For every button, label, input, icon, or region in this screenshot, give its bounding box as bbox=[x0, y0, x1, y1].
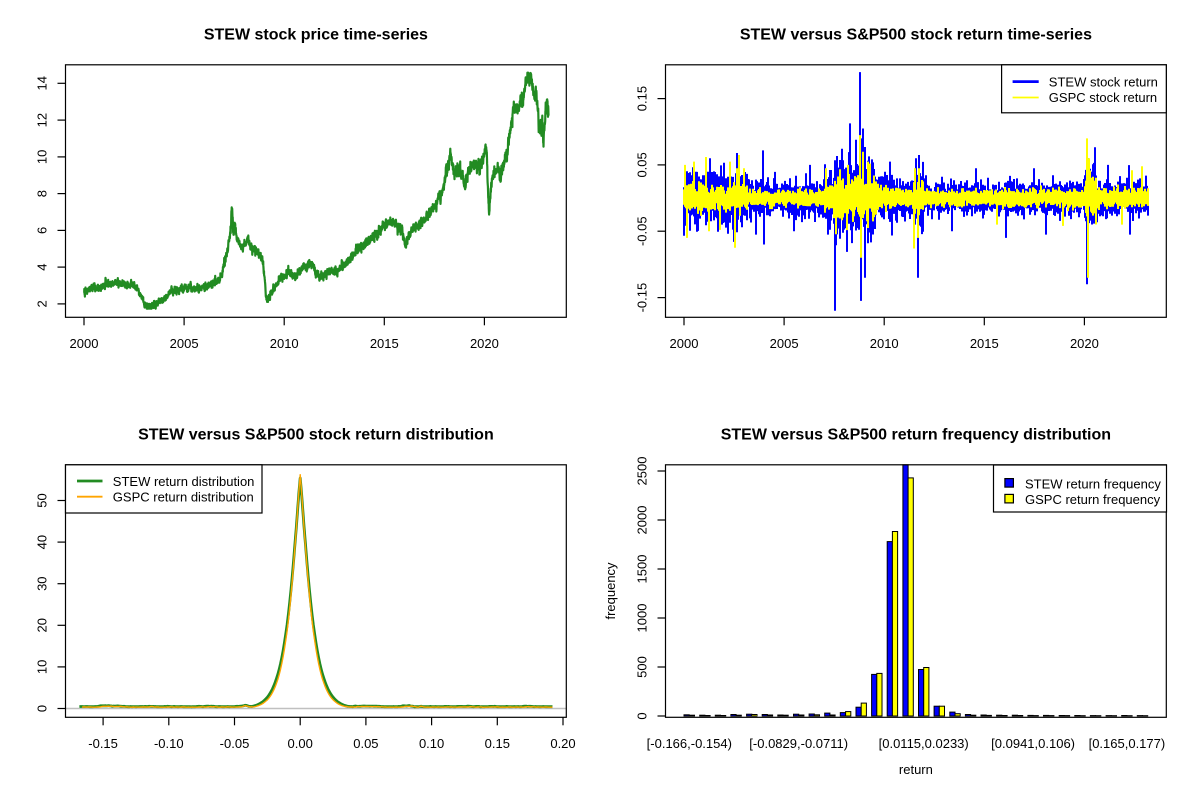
svg-text:0: 0 bbox=[35, 705, 50, 712]
svg-text:-0.05: -0.05 bbox=[635, 216, 650, 246]
svg-text:frequency: frequency bbox=[603, 562, 618, 620]
svg-text:2015: 2015 bbox=[370, 336, 399, 351]
svg-text:[0.165,0.177): [0.165,0.177) bbox=[1089, 736, 1166, 751]
svg-text:50: 50 bbox=[35, 493, 50, 507]
svg-text:2000: 2000 bbox=[670, 336, 699, 351]
svg-text:0: 0 bbox=[635, 712, 650, 719]
svg-text:STEW stock return: STEW stock return bbox=[1049, 74, 1158, 89]
svg-text:GSPC return distribution: GSPC return distribution bbox=[113, 490, 254, 505]
svg-text:STEW return frequency: STEW return frequency bbox=[1025, 476, 1161, 491]
svg-text:0.15: 0.15 bbox=[635, 86, 650, 111]
svg-text:-0.05: -0.05 bbox=[220, 736, 250, 751]
svg-text:0.10: 0.10 bbox=[419, 736, 444, 751]
svg-text:STEW versus S&P500 stock retur: STEW versus S&P500 stock return time-ser… bbox=[740, 26, 1092, 43]
svg-text:GSPC return frequency: GSPC return frequency bbox=[1025, 492, 1161, 507]
svg-text:2005: 2005 bbox=[770, 336, 799, 351]
svg-text:0.05: 0.05 bbox=[353, 736, 378, 751]
svg-text:10: 10 bbox=[35, 150, 50, 164]
svg-text:STEW return distribution: STEW return distribution bbox=[113, 474, 255, 489]
svg-text:2020: 2020 bbox=[1070, 336, 1099, 351]
svg-text:[0.0115,0.0233): [0.0115,0.0233) bbox=[879, 736, 969, 751]
svg-text:STEW versus S&P500 stock retur: STEW versus S&P500 stock return distribu… bbox=[138, 426, 494, 443]
svg-text:-0.15: -0.15 bbox=[635, 283, 650, 313]
svg-text:500: 500 bbox=[635, 656, 650, 678]
svg-text:0.20: 0.20 bbox=[550, 736, 575, 751]
svg-text:2005: 2005 bbox=[170, 336, 199, 351]
svg-text:0.00: 0.00 bbox=[288, 736, 313, 751]
svg-text:1500: 1500 bbox=[635, 555, 650, 584]
svg-text:20: 20 bbox=[35, 618, 50, 632]
svg-text:return: return bbox=[899, 762, 933, 777]
svg-text:2500: 2500 bbox=[635, 457, 650, 486]
svg-text:6: 6 bbox=[35, 227, 50, 234]
svg-text:[-0.166,-0.154): [-0.166,-0.154) bbox=[647, 736, 732, 751]
svg-text:14: 14 bbox=[35, 76, 50, 90]
svg-text:STEW versus S&P500 return freq: STEW versus S&P500 return frequency dist… bbox=[721, 426, 1111, 443]
svg-text:[0.0941,0.106): [0.0941,0.106) bbox=[991, 736, 1075, 751]
svg-text:2: 2 bbox=[35, 300, 50, 307]
svg-text:STEW stock price time-series: STEW stock price time-series bbox=[204, 26, 428, 43]
svg-text:4: 4 bbox=[35, 263, 50, 270]
svg-text:2010: 2010 bbox=[870, 336, 899, 351]
svg-text:2020: 2020 bbox=[470, 336, 499, 351]
svg-text:GSPC stock return: GSPC stock return bbox=[1049, 90, 1157, 105]
svg-text:[-0.0829,-0.0711): [-0.0829,-0.0711) bbox=[749, 736, 848, 751]
svg-text:0.05: 0.05 bbox=[635, 152, 650, 177]
svg-text:-0.10: -0.10 bbox=[154, 736, 184, 751]
svg-text:2000: 2000 bbox=[70, 336, 99, 351]
svg-text:2010: 2010 bbox=[270, 336, 299, 351]
svg-text:12: 12 bbox=[35, 113, 50, 127]
svg-text:10: 10 bbox=[35, 660, 50, 674]
svg-text:1000: 1000 bbox=[635, 604, 650, 633]
svg-text:2015: 2015 bbox=[970, 336, 999, 351]
svg-text:40: 40 bbox=[35, 535, 50, 549]
svg-text:30: 30 bbox=[35, 576, 50, 590]
svg-text:2000: 2000 bbox=[635, 506, 650, 535]
svg-text:8: 8 bbox=[35, 190, 50, 197]
svg-text:-0.15: -0.15 bbox=[88, 736, 118, 751]
svg-text:0.15: 0.15 bbox=[485, 736, 510, 751]
